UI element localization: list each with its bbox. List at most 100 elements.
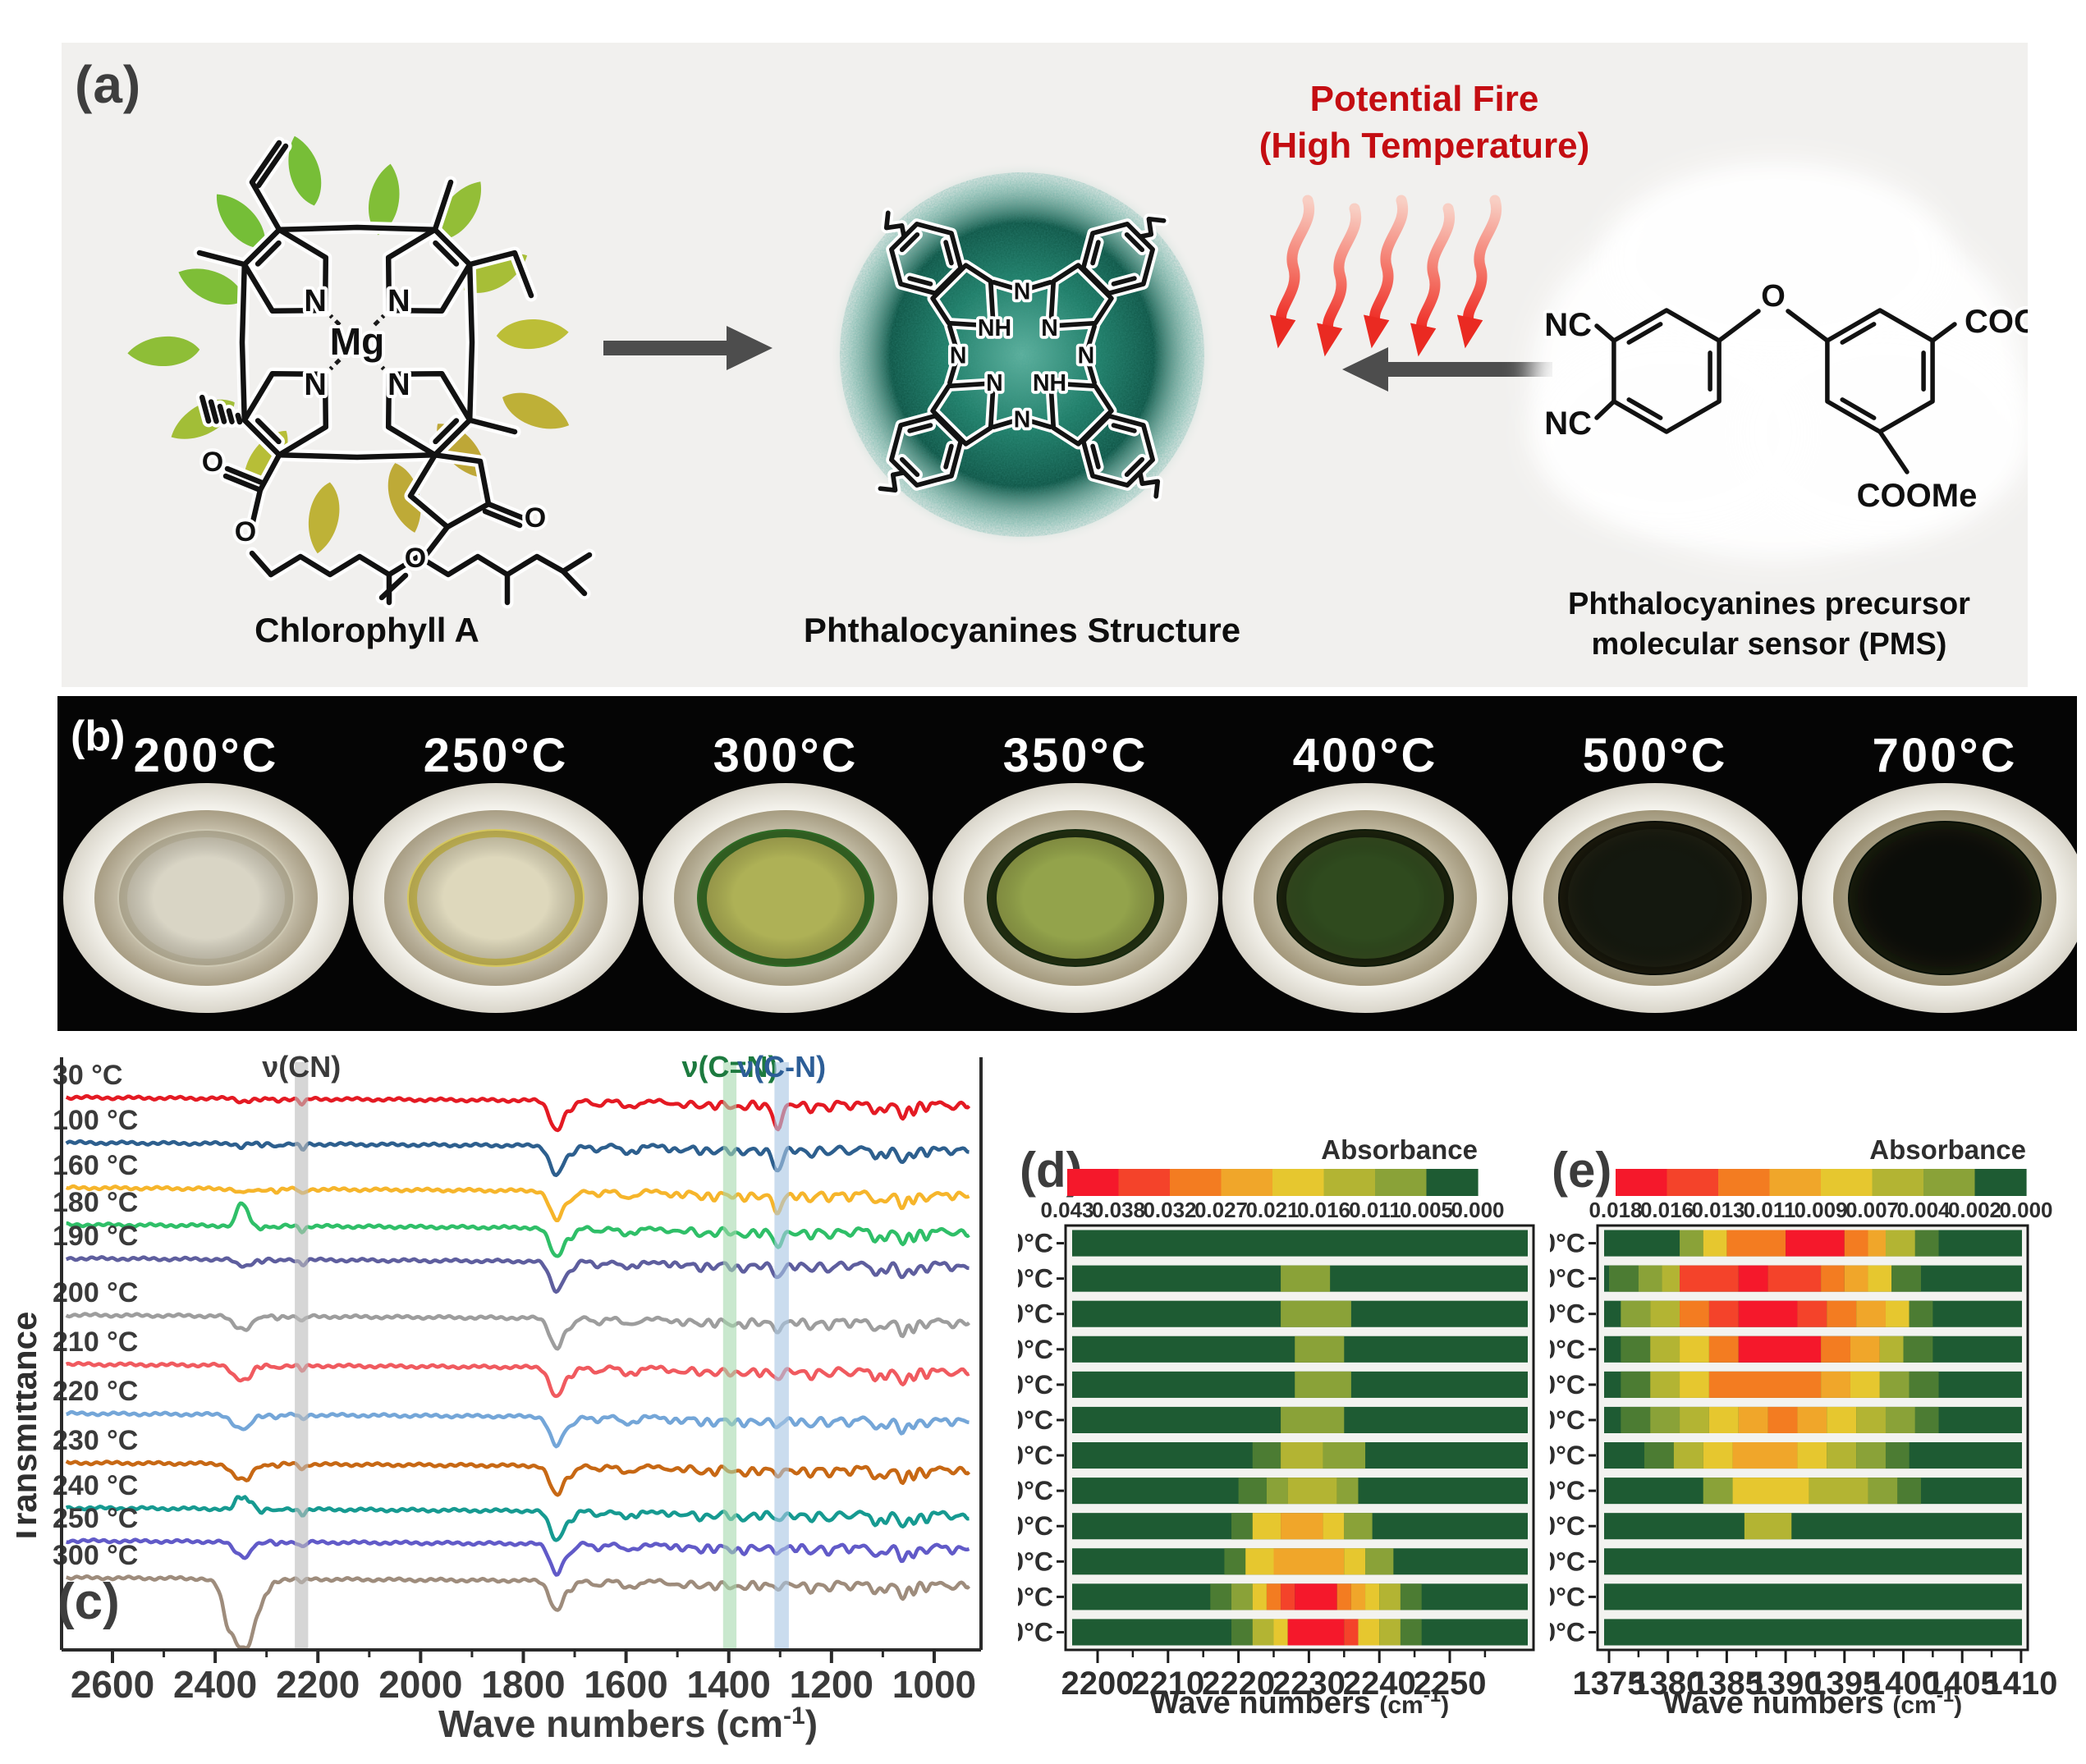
- heatmap-cell: [1844, 1230, 1868, 1257]
- colorbar-value: 0.004: [1896, 1198, 1951, 1222]
- heatmap-cell: [1703, 1442, 1733, 1469]
- axis-tick-label: 1380: [1631, 1665, 1704, 1702]
- row-label: 160°C: [1018, 1546, 1053, 1576]
- fire-arrow-shaft: [1369, 195, 1409, 328]
- heatmap-cell: [1644, 1442, 1674, 1469]
- heatmap-cell: [1809, 1478, 1868, 1505]
- series-label: 200 °C: [53, 1277, 138, 1308]
- series-label: 300 °C: [53, 1540, 138, 1571]
- axis-tick-label: 2400: [173, 1663, 257, 1706]
- heatmap-cell: [1850, 1371, 1880, 1398]
- x-axis-label: Wave numbers (cm-1): [438, 1702, 818, 1745]
- axis-tick-label: 2220: [1202, 1665, 1275, 1702]
- bond-path: [1594, 399, 1616, 420]
- heatmap-cell: [1885, 1300, 1909, 1327]
- row-label: 210°C: [1018, 1405, 1053, 1435]
- series-label: 30 °C: [53, 1060, 122, 1091]
- heatmap-cell: [1868, 1230, 1886, 1257]
- bond-path: [268, 553, 566, 578]
- heatmap-cell: [1914, 1406, 1939, 1433]
- row-label: 230°C: [1018, 1335, 1053, 1364]
- spectrum-curve: [65, 1360, 970, 1399]
- n-atom-label: N: [387, 284, 410, 318]
- heatmap-cell: [1732, 1478, 1809, 1505]
- bond-path: [433, 240, 460, 267]
- heatmap-cell: [1379, 1583, 1401, 1611]
- n-atom-label: N: [304, 368, 326, 402]
- heatmap-cell: [1680, 1265, 1739, 1292]
- bond-path: [1930, 322, 1957, 343]
- heatmap-cell: [1231, 1513, 1253, 1540]
- fire-arrow-icon: [1410, 203, 1456, 357]
- bond-path: [222, 473, 264, 493]
- heatmap-cell: [1650, 1336, 1680, 1363]
- heatmap-cell: [1708, 1336, 1739, 1363]
- axis-tick-label: 1375: [1573, 1665, 1646, 1702]
- heatmap-cell: [1673, 1442, 1703, 1469]
- colorbar-segment: [1718, 1169, 1771, 1196]
- heatmap-cell: [1621, 1406, 1651, 1433]
- colorbar-segment: [1426, 1169, 1479, 1196]
- row-label: 240°C: [1018, 1299, 1053, 1329]
- fire-arrow-head: [1316, 323, 1343, 357]
- arrow-right-icon: [603, 326, 773, 370]
- chlorophyll-structure: N N N NMg O O O O: [127, 135, 596, 609]
- heatmap-cell: [1726, 1230, 1786, 1257]
- bond-path: [378, 572, 409, 601]
- colorbar-segment: [1769, 1169, 1822, 1196]
- bond-path: [482, 508, 523, 529]
- crucible-temp-label: 400°C: [1293, 729, 1438, 782]
- heatmap-cell: [1295, 1336, 1345, 1363]
- axis-tick-label: 2250: [1414, 1665, 1487, 1702]
- axis-tick-label: 1405: [1926, 1665, 1999, 1702]
- powder-shade: [1560, 822, 1750, 974]
- fire-warning-text: Potential Fire (High Temperature): [1259, 76, 1590, 169]
- panel-label: (e): [1552, 1143, 1611, 1198]
- series-label: 160 °C: [53, 1150, 138, 1181]
- bond-path: [1086, 323, 1098, 349]
- mg-n-bond: [373, 314, 386, 327]
- heatmap-cell: [1909, 1300, 1933, 1327]
- heatmap-cell: [1708, 1300, 1739, 1327]
- row-label: 30°C: [1550, 1617, 1585, 1647]
- axis-tick-label: 2000: [378, 1663, 462, 1706]
- mg-n-bond: [328, 314, 342, 327]
- spectrum-curve: [65, 1459, 971, 1497]
- spectrum-curve: [65, 1139, 970, 1177]
- row-label: 300°C: [1018, 1229, 1053, 1258]
- mg-n-bond: [328, 358, 342, 371]
- heatmap-cell: [1885, 1230, 1915, 1257]
- x-label-close: ): [805, 1702, 818, 1745]
- panel-a-scheme: NNNNMgOOOONHNNNNHNNNONCNCCOOMeCOOMe (a) …: [62, 43, 2028, 687]
- colorbar-value: 0.038: [1092, 1198, 1145, 1222]
- heatmap-cell: [1621, 1300, 1651, 1327]
- bond-path: [407, 452, 492, 530]
- bond-path: [1626, 322, 1663, 345]
- axis-tick-label: 1390: [1749, 1665, 1822, 1702]
- pc-atom-label: N: [1014, 279, 1031, 305]
- heatmap-cell: [1680, 1371, 1709, 1398]
- axis-tick-label: 2200: [1061, 1665, 1135, 1702]
- bond-path: [423, 524, 451, 558]
- heatmap-row-base: [1604, 1513, 2022, 1540]
- bond-path: [485, 501, 526, 521]
- row-label: 250°C: [1018, 1264, 1053, 1294]
- series-label: 210 °C: [53, 1326, 138, 1358]
- colorbar-segment: [1616, 1169, 1668, 1196]
- heatmap-cell: [1344, 1548, 1366, 1575]
- fire-line-2: (High Temperature): [1258, 126, 1590, 167]
- arrow-left-icon: [1342, 347, 1552, 392]
- heatmap-box: [1596, 1224, 2029, 1652]
- heatmap-cell: [1400, 1619, 1422, 1646]
- fire-arrow-head: [1269, 314, 1296, 349]
- colorbar-value: 0.016: [1640, 1198, 1694, 1222]
- leaf-shape: [463, 254, 528, 293]
- colorbar-segment: [1118, 1169, 1171, 1196]
- heatmap-cell: [1767, 1406, 1798, 1433]
- heatmap-cell: [1358, 1619, 1380, 1646]
- bond-path: [276, 224, 438, 233]
- heatmap-cell: [1231, 1583, 1253, 1611]
- scheme-graphics: NNNNMgOOOONHNNNNHNNNONCNCCOOMeCOOMe: [127, 135, 2028, 609]
- heatmap-cell: [1266, 1583, 1281, 1611]
